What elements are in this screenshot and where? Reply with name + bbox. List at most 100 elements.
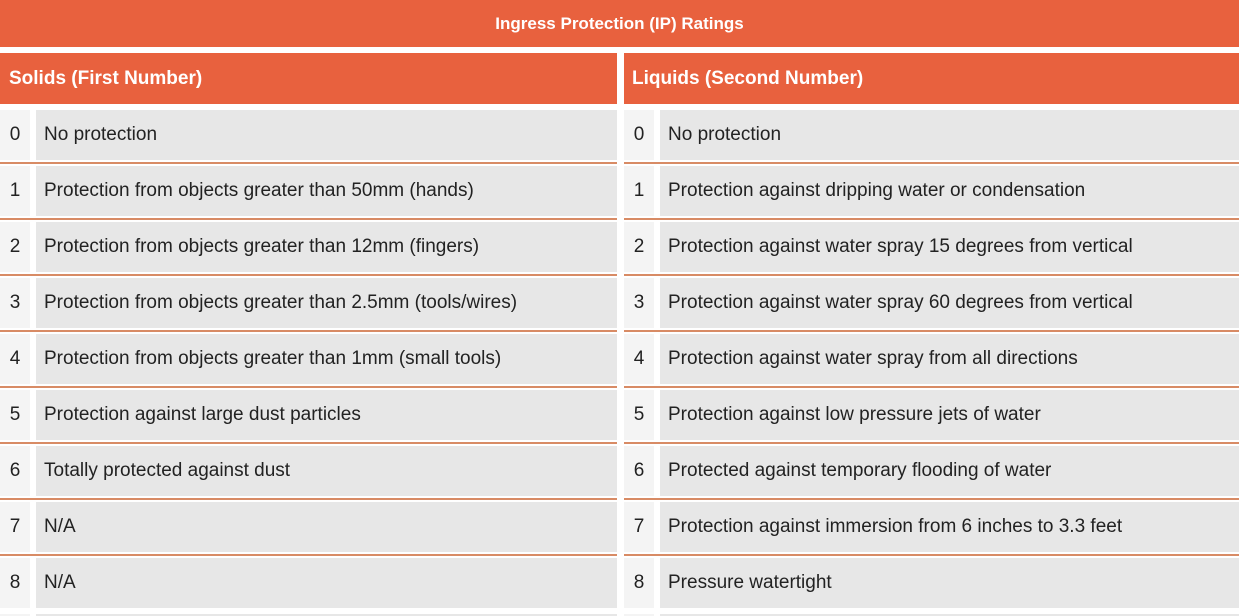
solids-rating-description: N/A [36,558,617,608]
center-gap [617,390,624,440]
solids-rating-number: 0 [0,110,30,160]
liquids-rating-description [660,614,1239,616]
column-gap [30,222,36,272]
solids-rating-number: 8 [0,558,30,608]
rating-row: 8 N/A 8 Pressure watertight [0,558,1239,608]
column-header-row: Solids (First Number) Liquids (Second Nu… [0,53,1239,104]
separator-line [0,330,617,332]
center-gap [617,496,624,502]
center-gap [617,166,624,216]
rating-row: 4 Protection from objects greater than 1m… [0,334,1239,384]
solids-column-header: Solids (First Number) [0,53,617,104]
separator-line [0,274,617,276]
center-gap [617,53,624,104]
separator-line [624,162,1239,164]
liquids-rating-number [624,614,654,616]
rating-row: 6 Totally protected against dust 6 Protecte… [0,446,1239,496]
solids-rating-description: Protection against large dust particles [36,390,617,440]
row-separator [0,328,1239,334]
center-gap [617,614,624,616]
column-gap [30,278,36,328]
column-gap [30,502,36,552]
solids-rating-number: 6 [0,446,30,496]
column-gap [30,446,36,496]
liquids-rating-number: 1 [624,166,654,216]
table-body: 0 No protection 0 No protection 1 Protection … [0,110,1239,616]
center-gap [617,328,624,334]
separator-line [0,554,617,556]
column-gap [30,110,36,160]
liquids-rating-description: Protection against water spray from all … [660,334,1239,384]
solids-rating-description: Protection from objects greater than 1mm… [36,334,617,384]
column-gap [654,166,660,216]
separator-line [0,162,617,164]
solids-rating-number: 7 [0,502,30,552]
solids-rating-number: 3 [0,278,30,328]
rating-row: 5 Protection against large dust particles… [0,390,1239,440]
separator-line [624,442,1239,444]
liquids-rating-description: Protected against temporary flooding of … [660,446,1239,496]
column-gap [654,334,660,384]
liquids-rating-number: 5 [624,390,654,440]
separator-line [0,442,617,444]
solids-rating-description: N/A [36,502,617,552]
center-gap [617,216,624,222]
separator-line [624,274,1239,276]
row-separator [0,496,1239,502]
center-gap [617,334,624,384]
column-gap [30,166,36,216]
title-header-divider [0,47,1239,53]
rating-row: 0 No protection 0 No protection [0,110,1239,160]
column-gap [654,390,660,440]
row-separator [0,216,1239,222]
column-gap [654,222,660,272]
row-separator [0,552,1239,558]
column-gap [30,334,36,384]
separator-line [0,498,617,500]
liquids-rating-description: Protection against low pressure jets of … [660,390,1239,440]
center-gap [617,110,624,160]
center-gap [617,384,624,390]
rating-row: 3 Protection from objects greater than 2.… [0,278,1239,328]
column-gap [654,110,660,160]
solids-rating-description: Protection from objects greater than 12m… [36,222,617,272]
rating-row: 1 Protection from objects greater than 50… [0,166,1239,216]
liquids-rating-description: No protection [660,110,1239,160]
liquids-rating-number: 6 [624,446,654,496]
center-gap [617,440,624,446]
solids-rating-number [0,614,30,616]
liquids-rating-number: 7 [624,502,654,552]
liquids-rating-description: Protection against dripping water or con… [660,166,1239,216]
row-separator [0,272,1239,278]
solids-rating-description: No protection [36,110,617,160]
liquids-rating-description: Protection against water spray 60 degree… [660,278,1239,328]
solids-rating-number: 4 [0,334,30,384]
rating-row: 2 Protection from objects greater than 12… [0,222,1239,272]
column-gap [654,446,660,496]
solids-rating-number: 1 [0,166,30,216]
liquids-rating-description: Protection against immersion from 6 inch… [660,502,1239,552]
rating-row: 7 N/A 7 Protection against immersion from 6… [0,502,1239,552]
separator-line [624,218,1239,220]
liquids-column-header: Liquids (Second Number) [624,53,1239,104]
solids-rating-description: Protection from objects greater than 2.5… [36,278,617,328]
column-gap [30,614,36,616]
liquids-rating-number: 4 [624,334,654,384]
center-gap [617,552,624,558]
center-gap [617,502,624,552]
separator-line [0,386,617,388]
solids-rating-description [36,614,617,616]
column-gap [654,558,660,608]
column-gap [654,614,660,616]
center-gap [617,222,624,272]
solids-rating-description: Totally protected against dust [36,446,617,496]
center-gap [617,446,624,496]
column-gap [654,502,660,552]
column-gap [654,278,660,328]
center-gap [617,272,624,278]
liquids-rating-number: 2 [624,222,654,272]
row-separator [0,384,1239,390]
liquids-rating-description: Pressure watertight [660,558,1239,608]
table-title: Ingress Protection (IP) Ratings [0,0,1239,47]
